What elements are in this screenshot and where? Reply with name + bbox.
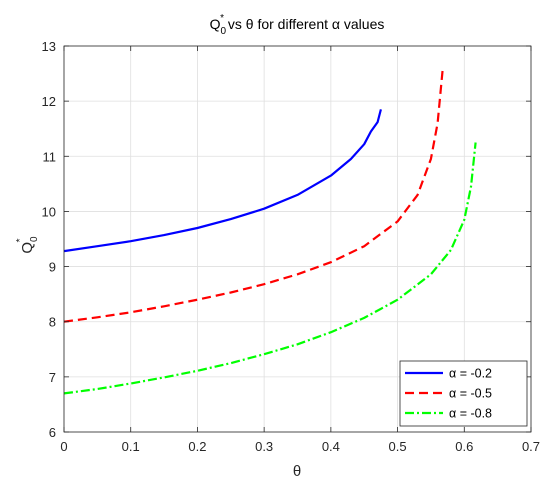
chart-title-main: Q	[210, 16, 221, 32]
x-tick-label: 0.5	[389, 439, 407, 454]
legend-label-2: α = -0.5	[449, 387, 492, 401]
y-tick-label: 11	[43, 149, 57, 164]
series-line-2	[63, 66, 444, 323]
y-tick-label: 7	[49, 370, 56, 385]
legend-label-3: α = -0.8	[449, 407, 492, 421]
y-tick-label: 13	[42, 39, 56, 54]
y-tick-label: 8	[49, 315, 56, 330]
series-lines	[63, 66, 477, 395]
x-tick-label: 0.4	[322, 439, 340, 454]
x-axis-label: θ	[293, 463, 301, 480]
x-tick-label: 0.3	[255, 439, 273, 454]
x-tick-label: 0	[60, 439, 67, 454]
legend: α = -0.2 α = -0.5 α = -0.8	[399, 360, 528, 427]
y-axis-label-sup: *	[15, 238, 26, 242]
y-axis-label: Q0*	[15, 236, 40, 254]
series-line-1	[63, 109, 382, 253]
legend-label-1: α = -0.2	[449, 367, 492, 381]
axis-ticks: 0 0.1 0.2 0.3 0.4 0.5 0.6 0.7 6 7 8 9 10 11 12 13	[42, 39, 541, 454]
y-axis-label-sub: 0	[29, 236, 40, 242]
y-axis-label-main: Q	[19, 242, 36, 254]
x-tick-label: 0.2	[188, 439, 206, 454]
x-tick-label: 0.6	[455, 439, 473, 454]
chart-title-sup: *	[220, 13, 224, 24]
y-tick-label: 12	[42, 94, 56, 109]
y-tick-label: 9	[49, 260, 56, 275]
x-tick-label: 0.7	[522, 439, 540, 454]
y-tick-label: 10	[42, 204, 56, 219]
series-line-3	[63, 142, 477, 395]
y-tick-label: 6	[49, 425, 56, 440]
chart-title-sub: 0	[221, 26, 227, 37]
chart-title-rest: vs θ for different α values	[224, 16, 384, 32]
plot-area-border	[63, 45, 532, 433]
chart-title: Q0 * vs θ for different α values	[210, 13, 385, 37]
x-tick-label: 0.1	[122, 439, 140, 454]
